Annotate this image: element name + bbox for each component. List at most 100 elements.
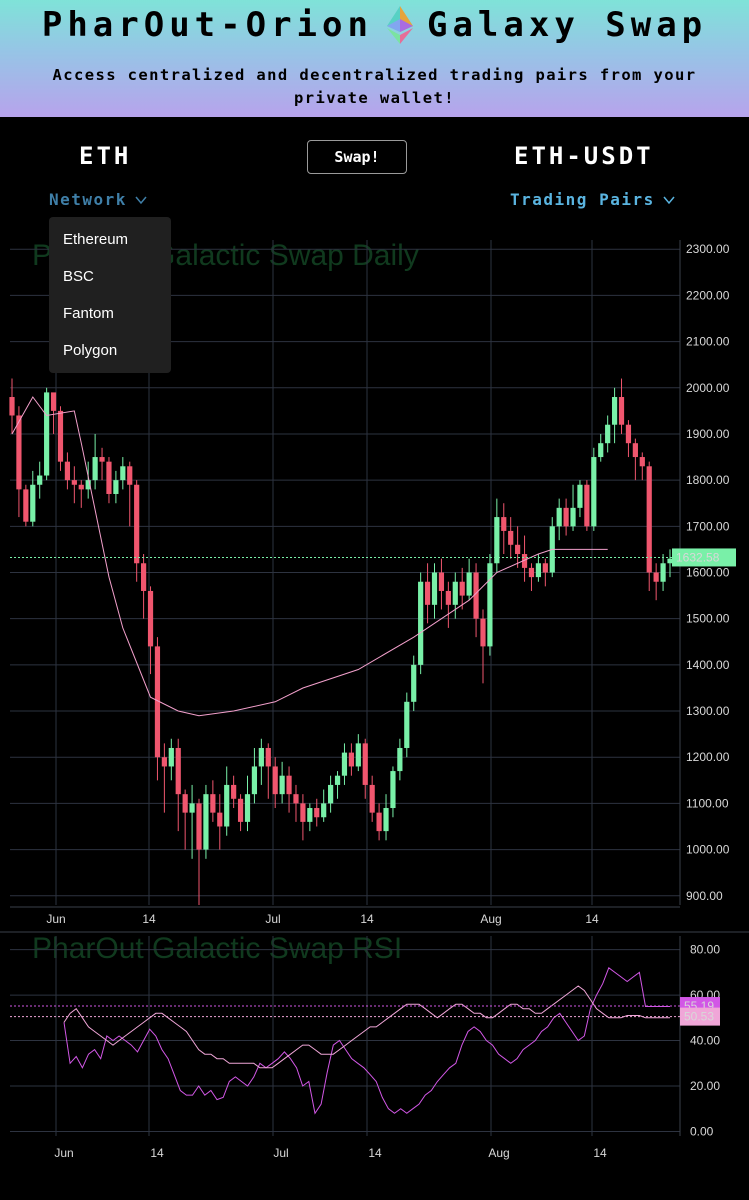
last-price-label: 1632.58 (676, 550, 720, 564)
trading-pairs-dropdown-label: Trading Pairs (510, 190, 655, 209)
app-title: PharOut-Orion Galaxy Swap (0, 2, 749, 48)
candle (625, 424, 632, 444)
rsi-y-tick-label: 80.00 (690, 943, 720, 957)
swap-button[interactable]: Swap! (307, 140, 407, 174)
candle (99, 457, 105, 462)
rsi-x-tick-label: 14 (150, 1146, 164, 1160)
network-option-fantom[interactable]: Fantom (63, 305, 114, 322)
candle (667, 558, 673, 564)
candle (508, 530, 514, 545)
network-dropdown-label: Network (49, 190, 127, 209)
candle (501, 517, 507, 531)
price-y-tick-label: 1100.00 (686, 796, 729, 810)
candle (9, 397, 15, 416)
moving-average-line (11, 396, 608, 717)
candle (570, 507, 576, 527)
rsi-series-line (63, 967, 670, 1115)
candle (251, 766, 258, 795)
candle (203, 794, 209, 850)
candle (106, 461, 112, 494)
candle (611, 397, 618, 425)
candle (591, 457, 597, 527)
candle (92, 457, 98, 481)
candle (258, 747, 264, 767)
candle (182, 794, 188, 813)
rsi-x-tick-label: Aug (488, 1146, 509, 1160)
candle (175, 747, 181, 795)
rsi-last-value-label: 50.53 (684, 1010, 714, 1024)
candle (307, 808, 313, 822)
rsi-last-value-badge (680, 1007, 720, 1026)
candle (265, 747, 271, 767)
price-y-tick-label: 1000.00 (686, 843, 730, 857)
trading-pair-label: ETH-USDT (514, 142, 654, 170)
trading-pairs-dropdown[interactable]: Trading Pairs (510, 190, 675, 209)
rsi-y-tick-label: 0.00 (690, 1124, 714, 1138)
price-y-tick-label: 900.00 (686, 889, 723, 903)
rsi-x-tick-label: Jul (273, 1146, 288, 1160)
candle (459, 581, 465, 596)
candle (71, 480, 77, 485)
candle (113, 480, 119, 494)
candle (653, 572, 659, 582)
candle (57, 410, 64, 462)
candle (515, 544, 521, 555)
candle (272, 766, 278, 795)
candle (452, 581, 458, 605)
candle (362, 743, 368, 785)
candle (390, 771, 396, 809)
price-y-tick-label: 2300.00 (686, 242, 730, 256)
price-x-tick-label: Jun (46, 912, 65, 926)
network-dropdown[interactable]: Network (49, 190, 147, 209)
candle (293, 794, 299, 804)
candle (431, 572, 438, 605)
candle (341, 752, 348, 776)
candle (369, 784, 375, 813)
candle (535, 563, 541, 578)
price-y-tick-label: 1700.00 (686, 519, 730, 533)
candle (618, 397, 625, 425)
last-price-badge (672, 548, 736, 567)
network-option-ethereum[interactable]: Ethereum (63, 231, 129, 248)
candle (30, 484, 36, 522)
candle (542, 563, 548, 573)
candle (521, 554, 528, 568)
rsi-series-line (63, 985, 670, 1069)
price-x-tick-label: 14 (360, 912, 374, 926)
candle (404, 701, 410, 748)
candle (563, 507, 569, 527)
price-y-tick-label: 1600.00 (686, 566, 730, 580)
candle (161, 757, 167, 767)
price-y-tick-label: 2000.00 (686, 381, 730, 395)
candle (64, 461, 71, 481)
candle (480, 618, 486, 647)
candle (300, 803, 306, 822)
candle (134, 484, 140, 564)
network-option-polygon[interactable]: Polygon (63, 342, 118, 359)
rsi-x-tick-label: Jun (54, 1146, 73, 1160)
chevron-down-icon (663, 196, 675, 204)
candle (445, 590, 451, 605)
candle (328, 784, 334, 804)
price-y-tick-label: 1800.00 (686, 473, 730, 487)
rsi-chart-watermark: PharOut Galactic Swap RSI (32, 932, 402, 965)
price-x-tick-label: Aug (480, 912, 501, 926)
header-banner: PharOut-Orion Galaxy Swap Access central… (0, 0, 749, 117)
candle (237, 798, 244, 822)
candle (605, 424, 611, 444)
candle (244, 794, 251, 822)
chevron-down-icon (135, 196, 147, 204)
candle (16, 415, 22, 490)
price-y-tick-label: 1500.00 (686, 612, 730, 626)
ethereum-logo-icon (386, 6, 413, 44)
candle (314, 808, 320, 818)
candle (584, 484, 590, 527)
candle (383, 808, 389, 832)
candle (78, 484, 84, 490)
candle (224, 784, 230, 827)
candle (321, 803, 327, 818)
candle (556, 507, 562, 527)
network-option-bsc[interactable]: BSC (63, 268, 94, 285)
candle (154, 646, 161, 758)
